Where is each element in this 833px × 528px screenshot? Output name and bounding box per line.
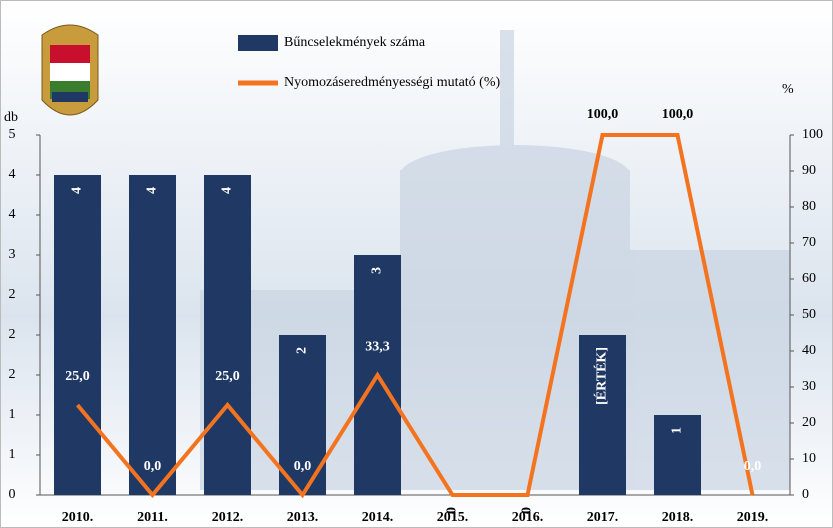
y-tick-label: 1 (9, 447, 16, 462)
bar-value-label: 4 (220, 187, 235, 194)
line-value-label: 0,0 (744, 459, 762, 474)
y2-tick-label: 80 (802, 199, 816, 214)
bar-value-label: 0 (445, 507, 460, 514)
y2-tick-label: 90 (802, 163, 816, 178)
legend-label: Nyomozáseredményességi mutató (%) (284, 75, 500, 90)
y-tick-label: 4 (9, 207, 16, 222)
x-tick-label: 2015. (437, 510, 469, 525)
x-tick-label: 2019. (737, 510, 769, 525)
y2-axis-label: % (782, 82, 794, 97)
y2-tick-label: 50 (802, 307, 816, 322)
x-tick-label: 2010. (62, 510, 94, 525)
bar (579, 335, 626, 495)
x-tick-label: 2012. (212, 510, 244, 525)
x-tick-label: 2013. (287, 510, 319, 525)
legend-label: Bűncselekmények száma (284, 35, 426, 50)
bar (204, 175, 251, 495)
line-value-label: 100,0 (587, 107, 619, 122)
y-tick-label: 1 (9, 407, 16, 422)
y2-tick-label: 40 (802, 343, 816, 358)
legend-swatch (238, 35, 278, 51)
y-axis-label: db (4, 110, 18, 125)
y-tick-label: 5 (9, 127, 16, 142)
y2-tick-label: 10 (802, 451, 816, 466)
bar-value-label: [ÉRTÉK] (593, 347, 610, 405)
y-tick-label: 4 (9, 167, 16, 182)
y-tick-label: 2 (9, 327, 16, 342)
bar-value-label: 0 (520, 507, 535, 514)
y-tick-label: 2 (9, 287, 16, 302)
bar (129, 175, 176, 495)
y-tick-label: 2 (9, 367, 16, 382)
line-value-label: 0,0 (144, 459, 162, 474)
line-value-label: 0,0 (294, 459, 312, 474)
x-tick-label: 2011. (137, 510, 168, 525)
y-tick-label: 0 (9, 487, 16, 502)
line (75, 133, 755, 499)
x-tick-label: 2016. (512, 510, 544, 525)
bar-value-label: 2 (295, 347, 310, 354)
bar-value-label: 4 (145, 187, 160, 194)
line-value-label: 33,3 (365, 339, 390, 354)
line-value-label: 25,0 (65, 369, 90, 384)
y2-tick-label: 30 (802, 379, 816, 394)
bar-value-label: 1 (670, 427, 685, 434)
bar (54, 175, 101, 495)
y2-tick-label: 100 (802, 127, 823, 142)
y2-tick-label: 60 (802, 271, 816, 286)
y-tick-label: 3 (9, 247, 16, 262)
x-tick-label: 2018. (662, 510, 694, 525)
line-value-label: 25,0 (215, 369, 240, 384)
bar (654, 415, 701, 495)
bar-value-label: 4 (70, 187, 85, 194)
bar-value-label: 3 (370, 267, 385, 274)
police-logo (41, 24, 99, 116)
y2-tick-label: 0 (802, 487, 809, 502)
line-value-label: 100,0 (662, 107, 694, 122)
y2-tick-label: 70 (802, 235, 816, 250)
x-tick-label: 2014. (362, 510, 394, 525)
y2-tick-label: 20 (802, 415, 816, 430)
x-tick-label: 2017. (587, 510, 619, 525)
